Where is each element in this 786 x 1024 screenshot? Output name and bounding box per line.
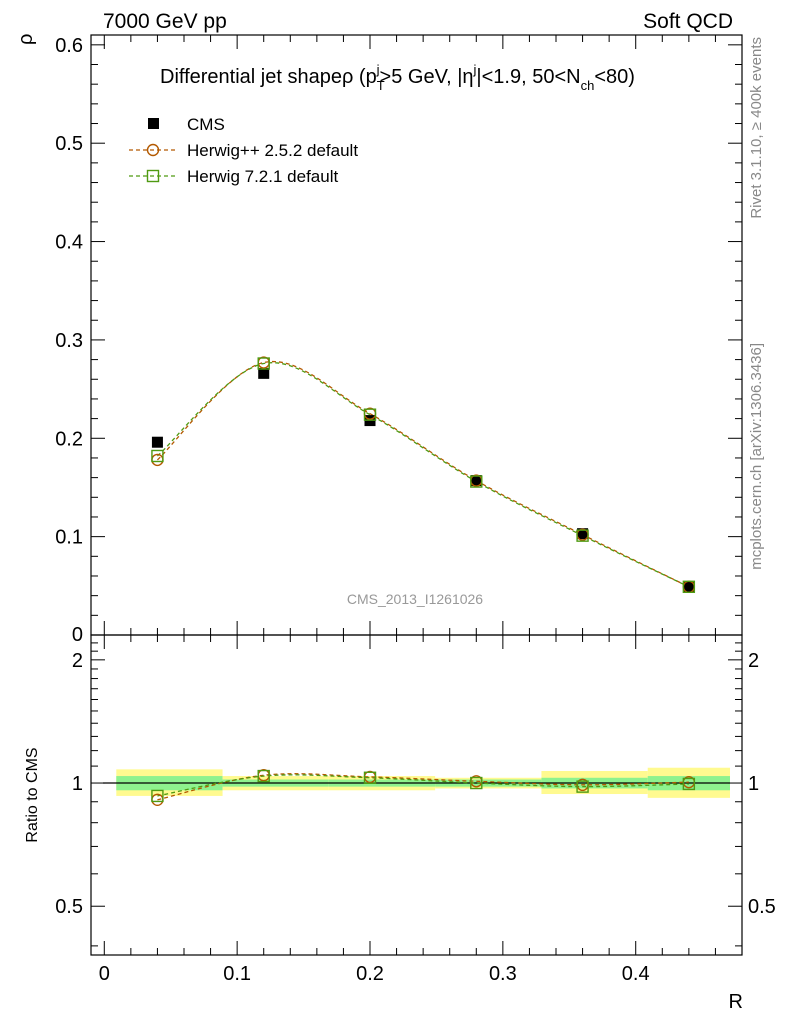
- ratio-y-tick-label-left: 2: [72, 650, 83, 672]
- ratio-points: [151, 769, 696, 806]
- mcplots-side-label: mcplots.cern.ch [arXiv:1306.3436]: [748, 343, 765, 570]
- main-point: [470, 475, 482, 487]
- legend-item-herwigpp: Herwig++ 2.5.2 default: [129, 141, 358, 160]
- main-y-tick-label: 0.2: [55, 428, 83, 450]
- main-point: [577, 528, 589, 540]
- legend-label-herwig7: Herwig 7.2.1 default: [187, 167, 338, 186]
- legend-marker-herwig7: [146, 169, 160, 183]
- ratio-curves: [157, 773, 689, 801]
- ratio-ticks: 0.5 0.5 1 1 2 2 0 0.1 0.2 0.3 0.4: [55, 635, 776, 985]
- title-main: Differential jet shape: [160, 66, 342, 88]
- x-axis-label: R: [729, 991, 743, 1013]
- header-left: 7000 GeV pp: [103, 10, 227, 33]
- title-sup-j1: j: [376, 62, 380, 77]
- x-tick-label: 0.4: [622, 963, 650, 985]
- title-rho: ρ (p: [342, 66, 377, 88]
- main-point: [363, 408, 377, 421]
- ratio-y-tick-label-right: 0.5: [748, 896, 776, 918]
- ratio-point: [151, 789, 164, 803]
- main-curve: [156, 360, 690, 588]
- ratio-point: [257, 769, 270, 783]
- main-point: [151, 449, 164, 463]
- ratio-y-tick-label-right: 1: [748, 773, 759, 795]
- rivet-side-label: Rivet 3.1.10, ≥ 400k events: [748, 37, 765, 219]
- main-y-tick-label: 0.6: [55, 35, 83, 57]
- main-title: Differential jet shapeρ (pTj>5 GeV, |ηj|…: [160, 62, 635, 93]
- legend-marker-herwigpp: [146, 143, 160, 157]
- title-mid: >5 GeV, |η: [380, 66, 474, 88]
- main-ticks: 0.1 0.2 0.3 0.4 0.5 0.6 0: [55, 35, 743, 646]
- main-y-label: ρ: [15, 34, 37, 45]
- ratio-curve: [157, 774, 689, 797]
- main-y-zero-label: 0: [72, 624, 83, 646]
- main-y-tick-label: 0.4: [55, 232, 83, 254]
- title-sub-T: T: [377, 78, 385, 93]
- ratio-y-label: Ratio to CMS: [24, 747, 41, 842]
- ratio-panel: 0.5 0.5 1 1 2 2 0 0.1 0.2 0.3 0.4 Ratio to CMS R: [24, 634, 776, 1013]
- x-tick-label: 0: [99, 963, 110, 985]
- x-tick-label: 0.1: [223, 963, 251, 985]
- ratio-point: [363, 771, 377, 784]
- main-y-tick-label: 0.1: [55, 527, 83, 549]
- main-point: [683, 581, 695, 593]
- ratio-point: [576, 780, 589, 793]
- legend-label-cms: CMS: [187, 115, 225, 134]
- x-tick-label: 0.2: [356, 963, 384, 985]
- main-point: [470, 475, 483, 488]
- title-end: <80): [594, 66, 635, 88]
- main-curves: [156, 360, 690, 588]
- ratio-frame: [90, 634, 743, 956]
- ratio-y-tick-label-left: 1: [72, 773, 83, 795]
- title-sup-j2: j: [473, 62, 477, 77]
- header-right: Soft QCD: [643, 10, 733, 33]
- main-y-tick-label: 0.5: [55, 133, 83, 155]
- ratio-y-tick-label-left: 0.5: [55, 896, 83, 918]
- main-points: [151, 356, 696, 594]
- ratio-bands: [103, 767, 730, 798]
- main-point: [151, 436, 163, 448]
- x-tick-label: 0.3: [489, 963, 517, 985]
- legend-item-herwig7: Herwig 7.2.1 default: [129, 167, 338, 186]
- legend: CMS Herwig++ 2.5.2 default Herwig 7.2.1 …: [129, 115, 358, 186]
- legend-marker-cms: [148, 118, 159, 129]
- analysis-watermark: CMS_2013_I1261026: [347, 591, 483, 607]
- main-point: [576, 529, 589, 542]
- ratio-point: [682, 777, 696, 791]
- main-y-tick-label: 0.3: [55, 330, 83, 352]
- title-sub-ch: ch: [581, 78, 595, 93]
- main-point: [257, 357, 270, 370]
- main-point: [682, 580, 696, 594]
- title-mid2: |<1.9, 50<N: [476, 66, 580, 88]
- legend-label-herwigpp: Herwig++ 2.5.2 default: [187, 141, 358, 160]
- main-curve: [157, 362, 690, 588]
- ratio-point: [470, 776, 483, 790]
- main-point: [258, 367, 270, 379]
- legend-item-cms: CMS: [148, 115, 225, 134]
- ratio-y-tick-label-right: 2: [748, 650, 759, 672]
- ratio-curve: [157, 773, 689, 801]
- main-panel: 0.1 0.2 0.3 0.4 0.5 0.6 0 ρ Differential jet s…: [15, 34, 743, 646]
